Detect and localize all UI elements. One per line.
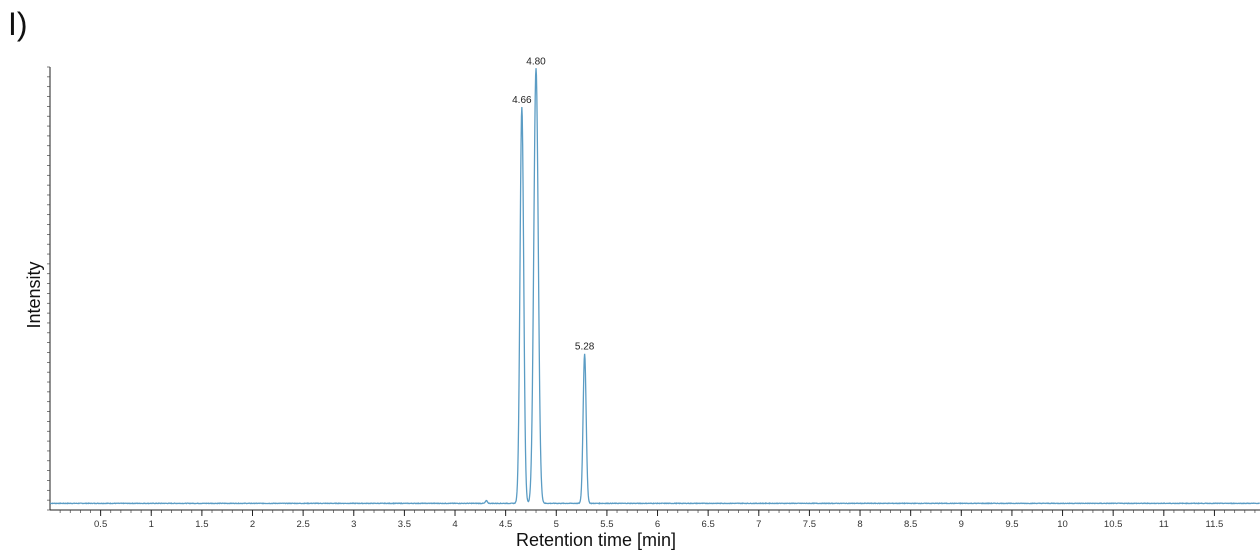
x-tick-label: 2.5 [297, 519, 310, 530]
x-tick-label: 6 [655, 519, 660, 530]
x-tick-label: 9 [959, 519, 964, 530]
x-tick-label: 5.5 [600, 519, 613, 530]
x-tick-label: 8 [857, 519, 862, 530]
x-tick-label: 8.5 [904, 519, 917, 530]
peak-label: 4.66 [512, 95, 532, 106]
x-tick-label: 11.5 [1206, 519, 1224, 530]
x-tick-label: 2 [250, 519, 255, 530]
x-tick-label: 10 [1057, 519, 1068, 530]
x-tick-label: 10.5 [1104, 519, 1123, 530]
peak-label: 5.28 [575, 342, 595, 353]
y-axis-title: Intensity [24, 261, 44, 328]
chromatogram-trace [49, 68, 1260, 505]
x-tick-label: 3.5 [398, 519, 411, 530]
x-tick-label: 9.5 [1005, 519, 1018, 530]
x-tick-label: 6.5 [702, 519, 715, 530]
x-tick-label: 4 [452, 519, 457, 530]
x-tick-label: 7.5 [803, 519, 816, 530]
x-tick-label: 5 [554, 519, 559, 530]
peak-labels: 4.66 4.80 5.28 [512, 56, 595, 352]
peak-label: 4.80 [526, 56, 546, 67]
x-tick-label: 7 [756, 519, 761, 530]
panel-label: I) [8, 6, 28, 42]
x-tick-label: 1 [149, 519, 154, 530]
axes [47, 66, 1260, 511]
x-tick-label: 1.5 [195, 519, 208, 530]
x-tick-label: 11 [1159, 519, 1169, 530]
x-tick-label: 4.5 [499, 519, 512, 530]
x-tick-labels: 0.5 1 1.5 2 2.5 3 3.5 4 4.5 5 5.5 6 6.5 7 7.5 8 8.5 9 9.5 1… [94, 519, 1223, 530]
x-axis-title: Retention time [min] [516, 530, 676, 550]
x-major-ticks [100, 510, 1215, 516]
series [49, 68, 1260, 505]
x-tick-label: 0.5 [94, 519, 107, 530]
x-tick-label: 3 [351, 519, 356, 530]
